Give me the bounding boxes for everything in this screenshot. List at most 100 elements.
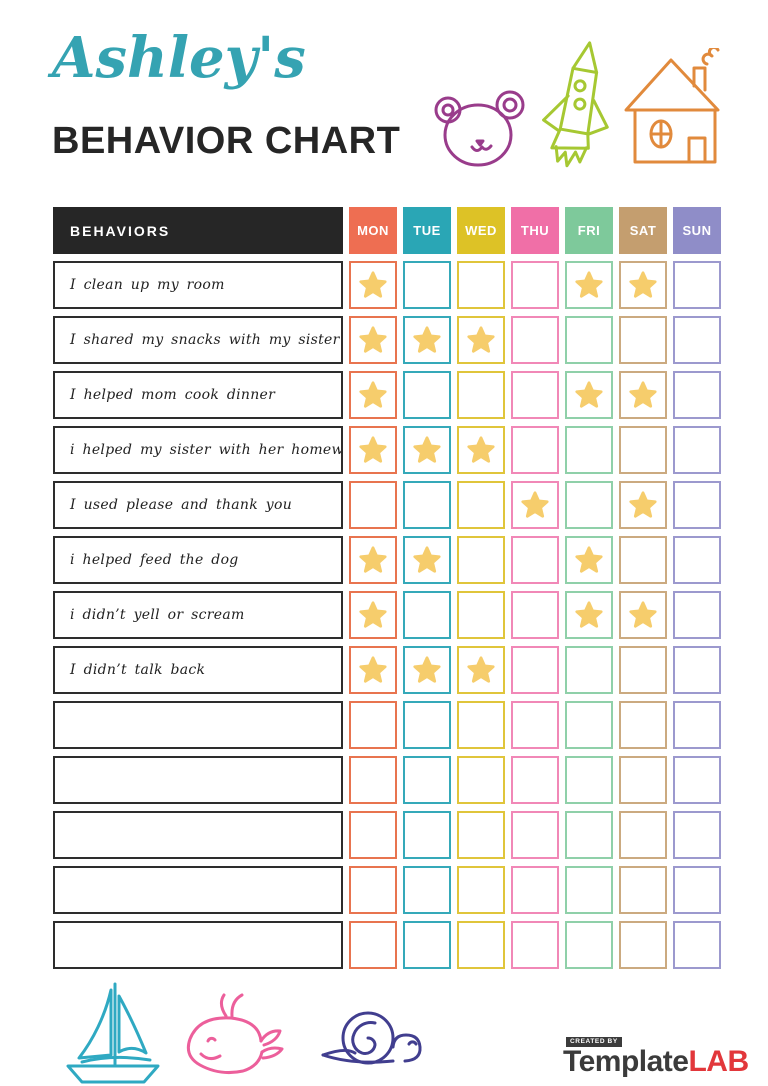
rocket-icon [542, 41, 609, 168]
star-cell-sat-row-2 [619, 316, 667, 364]
star-cell-wed-row-12 [457, 866, 505, 914]
star-cell-sat-row-1 [619, 261, 667, 309]
star-cell-tue-row-11 [403, 811, 451, 859]
star-cell-tue-row-9 [403, 701, 451, 749]
star-icon [413, 546, 441, 573]
star-cell-thu-row-5 [511, 481, 559, 529]
star-cell-fri-row-2 [565, 316, 613, 364]
star-cell-fri-row-9 [565, 701, 613, 749]
star-icon [359, 601, 387, 628]
snail-icon [321, 1011, 422, 1065]
star-icon [629, 601, 657, 628]
star-cell-tue-row-6 [403, 536, 451, 584]
star-icon [467, 656, 495, 683]
day-header-wed: WED [457, 207, 505, 254]
star-icon [521, 491, 549, 518]
star-cell-mon-row-2 [349, 316, 397, 364]
star-cell-wed-row-7 [457, 591, 505, 639]
star-cell-sun-row-12 [673, 866, 721, 914]
star-icon [359, 271, 387, 298]
star-cell-fri-row-10 [565, 756, 613, 804]
star-cell-sun-row-3 [673, 371, 721, 419]
star-cell-thu-row-4 [511, 426, 559, 474]
behavior-label-row-3: I helped mom cook dinner [53, 371, 343, 419]
behavior-table: BEHAVIORS MON TUE WED THU FRI SAT SUN I … [53, 207, 721, 969]
page-title: BEHAVIOR CHART [52, 120, 401, 162]
star-icon [575, 381, 603, 408]
star-cell-mon-row-13 [349, 921, 397, 969]
behavior-label-row-10 [53, 756, 343, 804]
day-header-sun: SUN [673, 207, 721, 254]
star-cell-wed-row-1 [457, 261, 505, 309]
star-cell-wed-row-13 [457, 921, 505, 969]
star-cell-thu-row-2 [511, 316, 559, 364]
behavior-label-row-12 [53, 866, 343, 914]
star-cell-fri-row-13 [565, 921, 613, 969]
star-cell-fri-row-11 [565, 811, 613, 859]
star-cell-thu-row-11 [511, 811, 559, 859]
star-cell-tue-row-12 [403, 866, 451, 914]
star-cell-fri-row-5 [565, 481, 613, 529]
behavior-label-row-4: i helped my sister with her homework [53, 426, 343, 474]
behavior-label-row-6: i helped feed the dog [53, 536, 343, 584]
star-cell-fri-row-8 [565, 646, 613, 694]
behaviors-column-header: BEHAVIORS [53, 207, 343, 254]
star-icon [629, 381, 657, 408]
created-by-badge: CREATED BY [566, 1036, 622, 1047]
star-cell-mon-row-10 [349, 756, 397, 804]
star-cell-sat-row-13 [619, 921, 667, 969]
star-cell-tue-row-7 [403, 591, 451, 639]
star-cell-sun-row-5 [673, 481, 721, 529]
sailboat-icon [66, 982, 160, 1084]
star-cell-wed-row-8 [457, 646, 505, 694]
star-cell-tue-row-4 [403, 426, 451, 474]
star-icon [575, 601, 603, 628]
star-cell-thu-row-9 [511, 701, 559, 749]
star-cell-sun-row-1 [673, 261, 721, 309]
star-cell-sun-row-10 [673, 756, 721, 804]
star-cell-mon-row-9 [349, 701, 397, 749]
star-cell-wed-row-11 [457, 811, 505, 859]
star-cell-mon-row-7 [349, 591, 397, 639]
star-cell-wed-row-2 [457, 316, 505, 364]
star-cell-fri-row-7 [565, 591, 613, 639]
star-cell-mon-row-8 [349, 646, 397, 694]
star-icon [629, 271, 657, 298]
child-name-title: Ashley's [52, 25, 306, 91]
behavior-label-row-11 [53, 811, 343, 859]
star-icon [359, 381, 387, 408]
star-icon [629, 491, 657, 518]
star-cell-tue-row-13 [403, 921, 451, 969]
star-icon [413, 326, 441, 353]
star-cell-thu-row-13 [511, 921, 559, 969]
star-cell-mon-row-5 [349, 481, 397, 529]
star-cell-thu-row-10 [511, 756, 559, 804]
star-cell-wed-row-10 [457, 756, 505, 804]
bear-icon [434, 90, 525, 167]
star-cell-wed-row-3 [457, 371, 505, 419]
star-cell-tue-row-1 [403, 261, 451, 309]
star-cell-fri-row-6 [565, 536, 613, 584]
day-header-fri: FRI [565, 207, 613, 254]
star-cell-thu-row-12 [511, 866, 559, 914]
star-cell-sun-row-8 [673, 646, 721, 694]
star-cell-sat-row-8 [619, 646, 667, 694]
star-cell-sat-row-7 [619, 591, 667, 639]
behavior-label-row-8: I didn’t talk back [53, 646, 343, 694]
whale-icon [186, 993, 284, 1074]
star-cell-mon-row-3 [349, 371, 397, 419]
behavior-label-row-1: I clean up my room [53, 261, 343, 309]
star-cell-thu-row-8 [511, 646, 559, 694]
star-cell-sat-row-5 [619, 481, 667, 529]
day-header-thu: THU [511, 207, 559, 254]
star-icon [359, 546, 387, 573]
behavior-label-row-5: I used please and thank you [53, 481, 343, 529]
day-header-sat: SAT [619, 207, 667, 254]
brand-primary: Template [563, 1045, 689, 1078]
house-icon [624, 48, 720, 164]
star-cell-sun-row-11 [673, 811, 721, 859]
day-header-mon: MON [349, 207, 397, 254]
star-cell-tue-row-5 [403, 481, 451, 529]
star-icon [467, 436, 495, 463]
